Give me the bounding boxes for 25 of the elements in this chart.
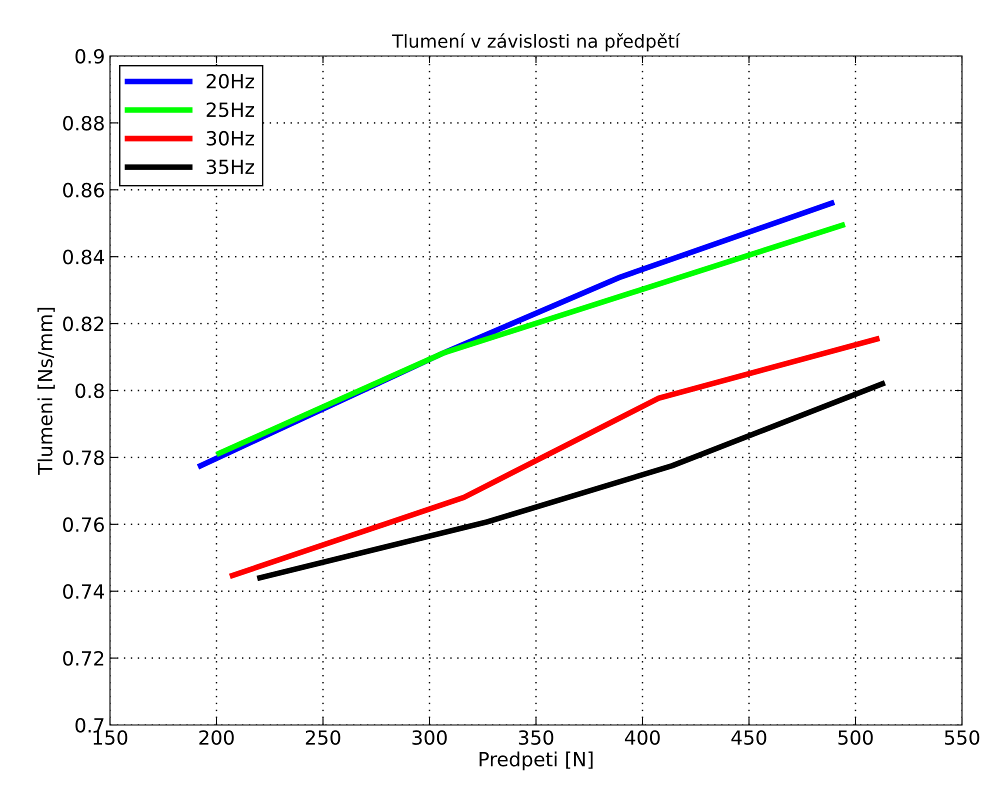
legend-label: 35Hz bbox=[206, 159, 254, 174]
y-tick-label: 0.82 bbox=[63, 316, 104, 332]
x-tick-label: 450 bbox=[731, 730, 766, 745]
y-axis-title: Tlumeni [Ns/mm] bbox=[37, 308, 55, 475]
legend-label: 20Hz bbox=[206, 74, 254, 89]
x-tick-label: 200 bbox=[199, 730, 234, 745]
chart-title: Tlumení v závislosti na předpětí bbox=[392, 33, 680, 52]
x-tick-label: 550 bbox=[944, 730, 980, 745]
x-axis-title: Predpeti [N] bbox=[480, 751, 593, 770]
x-tick-label: 350 bbox=[518, 730, 554, 745]
x-tick-label: 400 bbox=[624, 730, 660, 745]
x-tick-label: 300 bbox=[412, 730, 447, 745]
y-tick-label: 0.72 bbox=[63, 651, 104, 666]
y-tick-label: 0.74 bbox=[63, 584, 104, 599]
x-tick-label: 250 bbox=[306, 730, 340, 745]
y-tick-label: 0.78 bbox=[63, 450, 104, 466]
y-tick-label: 0.84 bbox=[63, 250, 104, 264]
y-tick-label: 0.8 bbox=[76, 383, 104, 398]
y-tick-label: 0.86 bbox=[63, 182, 104, 198]
legend-label: 30Hz bbox=[206, 130, 254, 146]
legend-label: 25Hz bbox=[206, 102, 254, 118]
y-tick-label: 0.9 bbox=[76, 48, 104, 64]
y-tick-label: 0.88 bbox=[63, 116, 104, 131]
y-tick-label: 0.76 bbox=[63, 517, 104, 532]
x-tick-label: 500 bbox=[838, 730, 873, 745]
